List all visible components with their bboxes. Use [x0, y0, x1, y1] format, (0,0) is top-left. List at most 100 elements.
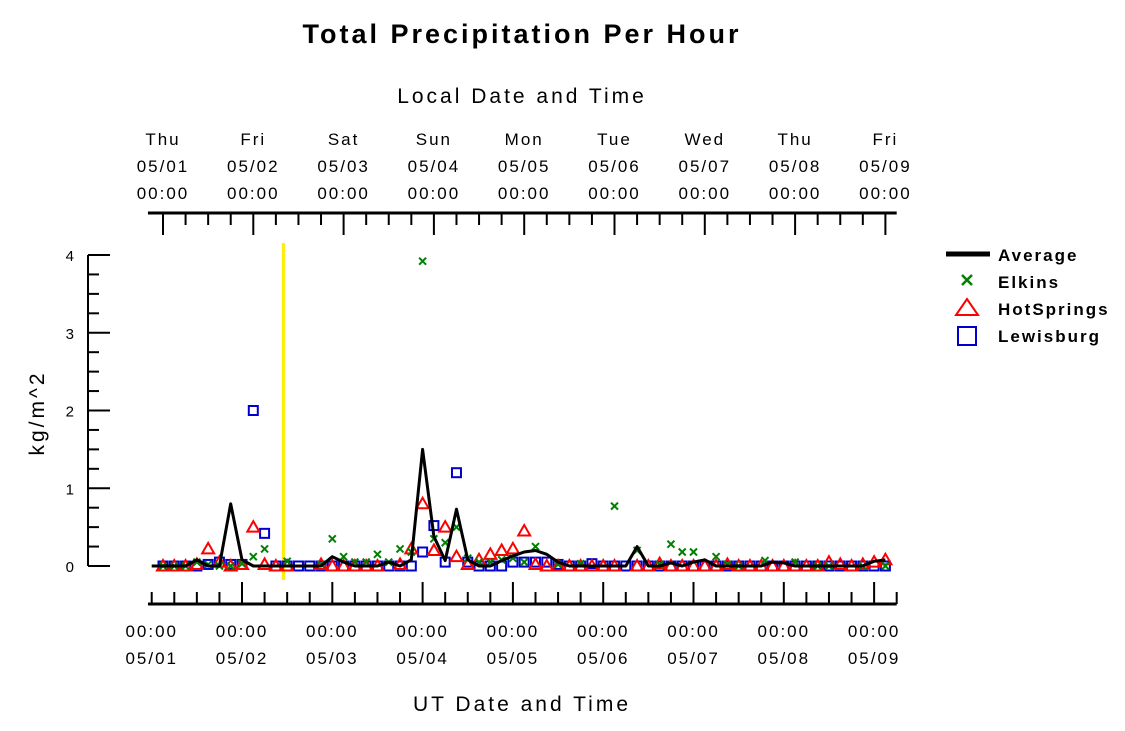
elkins-point — [373, 550, 382, 559]
series-hotsprings — [155, 495, 894, 572]
lewisburg-point — [247, 405, 259, 416]
hotsprings-point — [651, 555, 668, 570]
hotsprings-point — [426, 542, 442, 556]
hotsprings-point — [223, 557, 239, 572]
bottom-tick-label: 00:00 — [396, 622, 449, 641]
x-stroke — [519, 557, 529, 567]
top-tick-label: 00:00 — [769, 184, 822, 203]
hotsprings-point — [460, 556, 476, 570]
lewisburg-point — [259, 527, 271, 539]
hotsprings-point — [234, 556, 250, 570]
legend-label: Elkins — [998, 273, 1060, 292]
elkins-point — [339, 552, 348, 561]
hotsprings-point — [245, 519, 262, 533]
x-stroke — [260, 544, 269, 554]
lewisburg-point — [417, 546, 429, 558]
legend-label: Lewisburg — [998, 327, 1101, 346]
elkins-point — [395, 544, 405, 554]
series-average — [151, 447, 886, 568]
top-tick-label: 00:00 — [588, 184, 641, 203]
bottom-tick-label: 00:00 — [848, 622, 901, 641]
hotsprings-point — [256, 556, 273, 570]
x-stroke — [249, 552, 258, 561]
x-stroke — [486, 557, 495, 567]
top-tick-label: Fri — [240, 130, 266, 149]
x-stroke — [328, 534, 337, 543]
series-elkins — [158, 257, 890, 571]
x-stroke — [395, 544, 405, 554]
top-tick-label: Tue — [597, 130, 632, 149]
elkins-point — [282, 557, 292, 566]
x-stroke — [961, 274, 973, 286]
x-stroke — [881, 561, 890, 571]
x-stroke — [531, 542, 540, 551]
top-tick-label: 00:00 — [227, 184, 280, 203]
legend-label: HotSprings — [998, 300, 1110, 319]
hotsprings-point — [527, 556, 544, 570]
elkins-point — [418, 257, 427, 266]
hotsprings-point — [697, 557, 713, 572]
x-stroke — [678, 547, 687, 557]
bottom-tick-label: 00:00 — [487, 622, 540, 641]
bottom-tick-label: 05/01 — [125, 649, 178, 668]
top-tick-label: 05/02 — [227, 157, 280, 176]
x-stroke — [440, 538, 450, 547]
legend-item-elkins: Elkins — [961, 273, 1060, 292]
bottom-tick-label: 05/04 — [396, 649, 449, 668]
legend-swatch — [961, 274, 973, 286]
chart-title: Total Precipitation Per Hour — [302, 19, 741, 49]
lewisburg-point — [541, 556, 553, 568]
bottom-tick-label: 05/05 — [487, 649, 540, 668]
bottom-tick-label: 00:00 — [216, 622, 269, 641]
top-tick-label: Sun — [416, 130, 452, 149]
hotsprings-point — [685, 557, 702, 572]
x-stroke — [339, 552, 348, 561]
top-tick-label: Thu — [145, 130, 180, 149]
top-tick-label: Thu — [777, 130, 812, 149]
legend-item-lewisburg: Lewisburg — [957, 326, 1101, 346]
legend: Average Elkins HotSprings Lewisburg — [946, 246, 1110, 346]
bottom-tick-label: 05/03 — [306, 649, 359, 668]
lewisburg-point — [405, 560, 417, 572]
top-tick-label: 05/05 — [498, 157, 551, 176]
hotsprings-point — [505, 540, 521, 555]
top-tick-label: 05/01 — [137, 157, 190, 176]
y-tick-label: 3 — [66, 326, 74, 343]
top-tick-label: 05/04 — [408, 157, 461, 176]
legend-swatch — [954, 297, 980, 316]
x-stroke — [711, 552, 721, 561]
elkins-point — [666, 540, 676, 549]
elkins-point — [519, 557, 529, 567]
top-tick-label: 05/07 — [679, 157, 732, 176]
hotsprings-point — [437, 519, 453, 533]
x-stroke — [610, 501, 619, 511]
top-tick-label: Wed — [684, 130, 725, 149]
hotsprings-point — [550, 557, 566, 572]
y-tick-label: 2 — [66, 404, 74, 421]
hotsprings-point — [719, 556, 736, 570]
hotsprings-point — [448, 548, 465, 563]
hotsprings-point — [482, 546, 499, 560]
lewisburg-point — [518, 556, 530, 568]
x-stroke — [282, 557, 292, 566]
lewisburg-point — [450, 467, 462, 479]
x-stroke — [361, 557, 371, 567]
elkins-point — [881, 561, 890, 571]
top-tick-label: 05/03 — [317, 157, 370, 176]
bottom-tick-label: 05/07 — [667, 649, 720, 668]
elkins-point — [226, 561, 235, 571]
x-axis-title: UT Date and Time — [413, 693, 631, 716]
elkins-point — [689, 547, 698, 557]
bottom-tick-label: 00:00 — [306, 622, 359, 641]
bottom-tick-label: 05/06 — [577, 649, 630, 668]
hotsprings-point — [516, 522, 532, 537]
legend-swatch — [957, 326, 977, 346]
top-axis-title: Local Date and Time — [397, 85, 647, 108]
x-stroke — [226, 561, 235, 571]
top-tick-label: 00:00 — [679, 184, 732, 203]
hotsprings-point — [414, 495, 431, 510]
y-tick-label: 4 — [66, 248, 74, 265]
top-tick-label: 05/09 — [859, 157, 912, 176]
axes: 0 1 2 3 4 Thu 05/01 00:00 Fri 05/02 00:00 Sat 05/03 0… — [66, 130, 912, 668]
hotsprings-point — [335, 557, 352, 572]
